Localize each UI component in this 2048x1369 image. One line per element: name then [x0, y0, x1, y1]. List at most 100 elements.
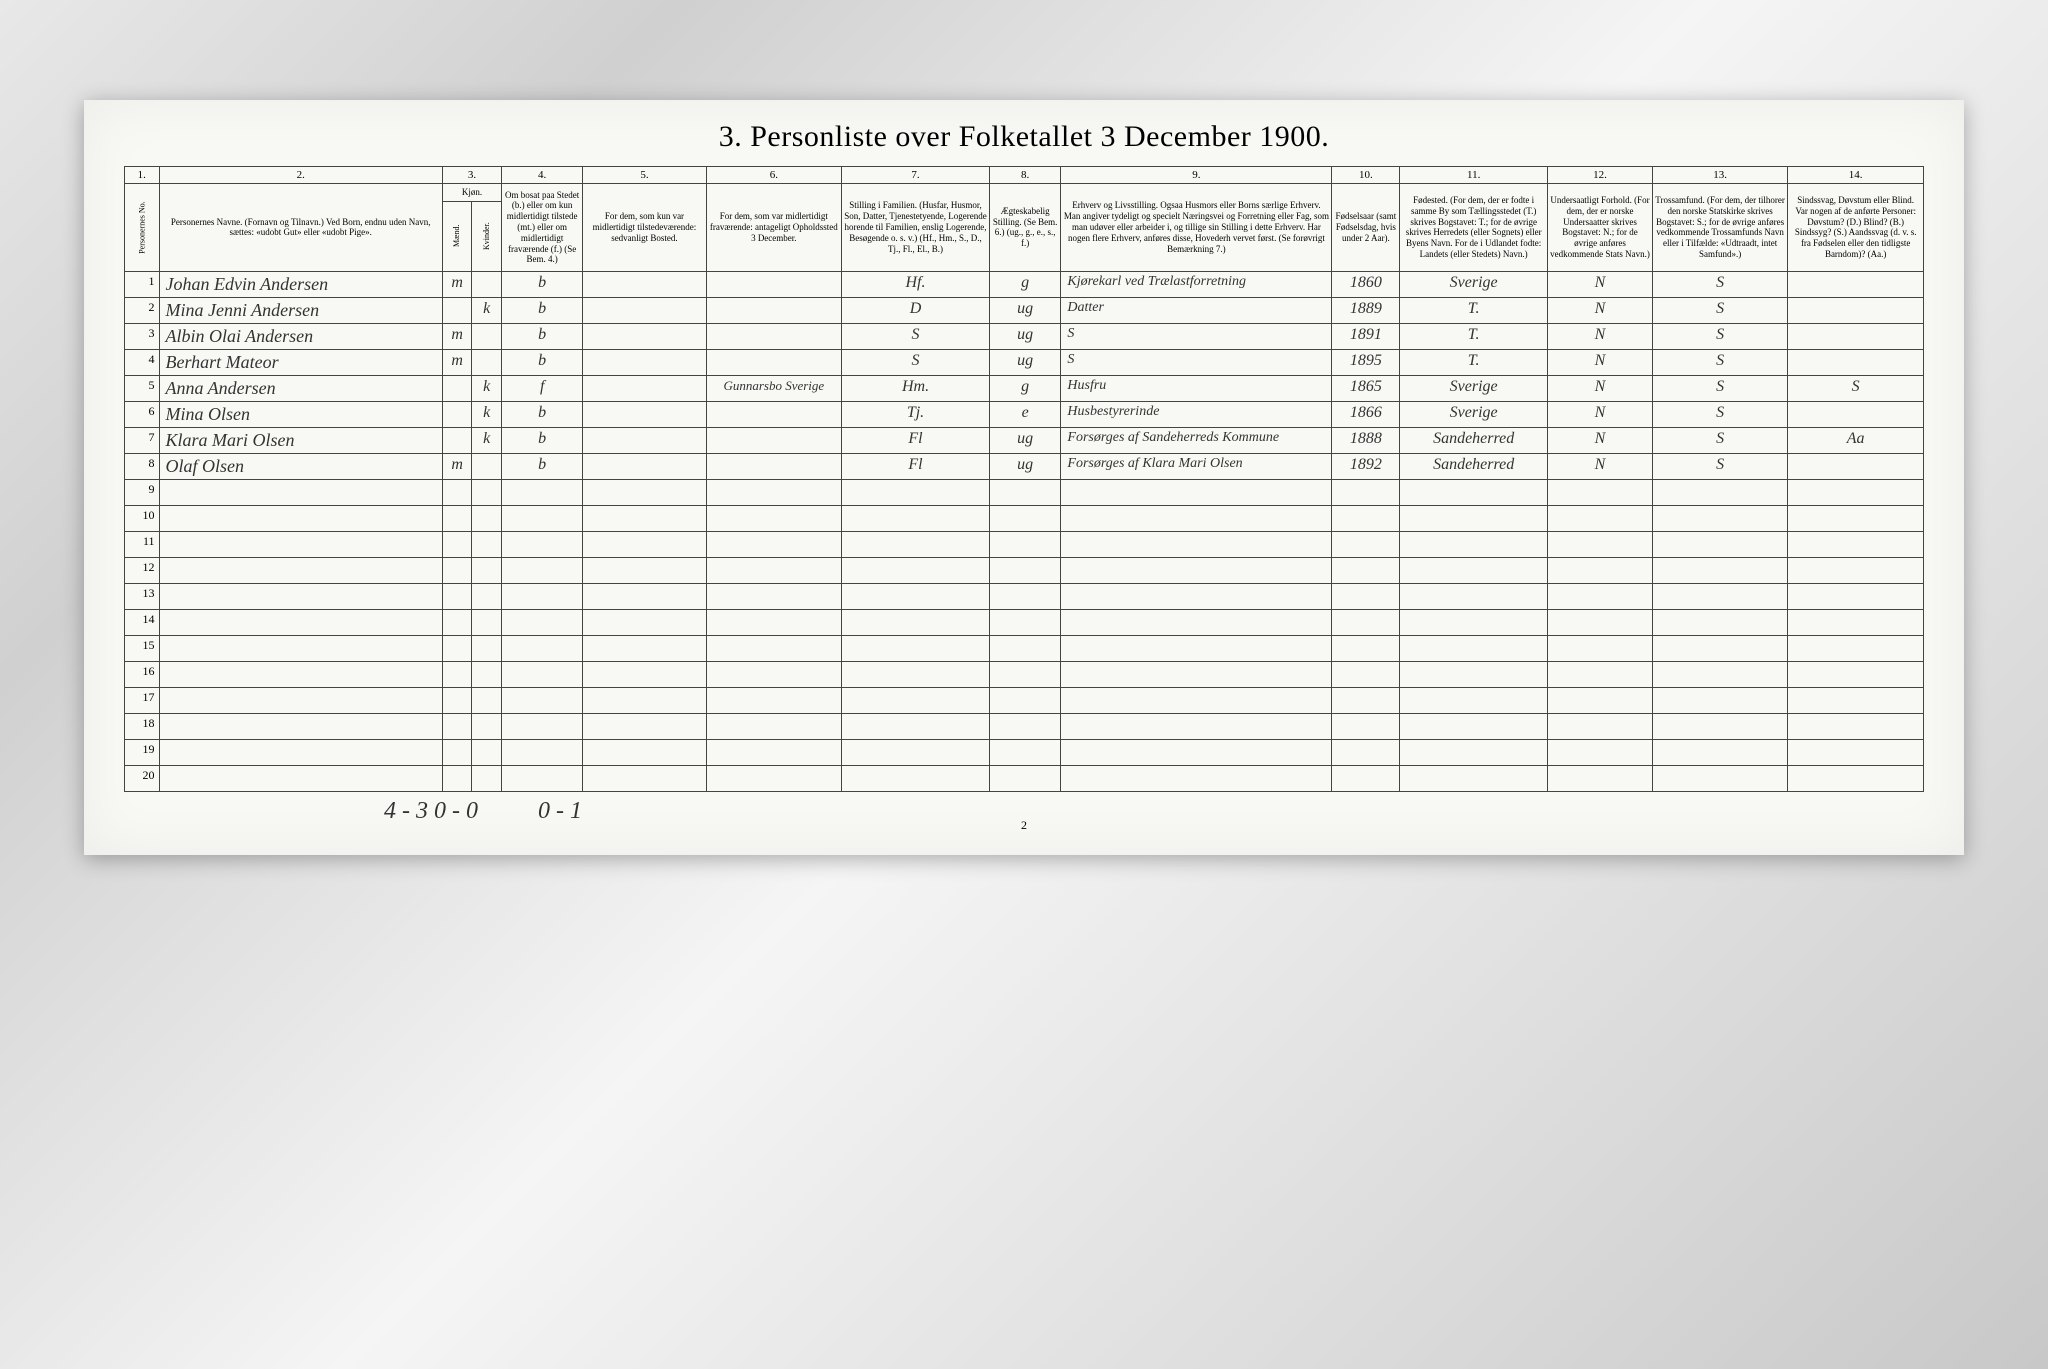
cell-empty — [842, 505, 990, 531]
cell-empty — [442, 687, 472, 713]
table-row: 8Olaf OlsenmbFlugForsørges af Klara Mari… — [125, 453, 1924, 479]
cell-empty — [1652, 635, 1788, 661]
row-number: 17 — [125, 687, 160, 713]
row-number: 13 — [125, 583, 160, 609]
cell-temp-absent: Gunnarsbo Sverige — [706, 375, 842, 401]
cell-temp-present — [583, 297, 706, 323]
cell-sex-k — [472, 271, 502, 297]
cell-empty — [1652, 739, 1788, 765]
cell-empty — [1788, 531, 1924, 557]
cell-name: Berhart Mateor — [159, 349, 442, 375]
hdr-sex: Kjøn. — [442, 184, 501, 202]
cell-birthyear: 1895 — [1332, 349, 1400, 375]
cell-empty — [1332, 479, 1400, 505]
cell-empty — [1061, 609, 1332, 635]
cell-temp-present — [583, 323, 706, 349]
cell-temp-present — [583, 427, 706, 453]
cell-empty — [442, 713, 472, 739]
cell-empty — [1652, 583, 1788, 609]
cell-empty — [1548, 635, 1653, 661]
cell-nationality: N — [1548, 323, 1653, 349]
cell-empty — [583, 713, 706, 739]
cell-occupation: Datter — [1061, 297, 1332, 323]
cell-empty — [472, 765, 502, 791]
cell-empty — [1061, 635, 1332, 661]
cell-family-pos: Fl — [842, 427, 990, 453]
cell-empty — [706, 609, 842, 635]
hdr-occupation: Erhverv og Livsstilling. Ogsaa Husmors e… — [1061, 184, 1332, 272]
cell-temp-absent — [706, 401, 842, 427]
table-row-empty: 17 — [125, 687, 1924, 713]
colnum-2: 2. — [159, 167, 442, 184]
cell-empty — [502, 583, 583, 609]
cell-empty — [583, 531, 706, 557]
cell-sex-m — [442, 427, 472, 453]
cell-empty — [1788, 739, 1924, 765]
footer-tally-1: 4 - 3 0 - 0 — [384, 798, 478, 825]
cell-religion: S — [1652, 401, 1788, 427]
table-row-empty: 20 — [125, 765, 1924, 791]
table-header: 1. 2. 3. 4. 5. 6. 7. 8. 9. 10. 11. 12. 1… — [125, 167, 1924, 272]
cell-birthyear: 1888 — [1332, 427, 1400, 453]
cell-empty — [583, 661, 706, 687]
cell-empty — [1400, 479, 1548, 505]
cell-empty — [1548, 557, 1653, 583]
cell-empty — [1061, 713, 1332, 739]
cell-family-pos: D — [842, 297, 990, 323]
hdr-religion: Trossamfund. (For dem, der tilhorer den … — [1652, 184, 1788, 272]
cell-empty — [472, 661, 502, 687]
table-row-empty: 12 — [125, 557, 1924, 583]
hdr-sex-k: Kvinder. — [472, 201, 502, 271]
table-row-empty: 19 — [125, 739, 1924, 765]
cell-empty — [1332, 583, 1400, 609]
table-row: 5Anna AndersenkfGunnarsbo SverigeHm.gHus… — [125, 375, 1924, 401]
cell-empty — [1061, 583, 1332, 609]
table-row: 1Johan Edvin AndersenmbHf.gKjørekarl ved… — [125, 271, 1924, 297]
cell-occupation: Husbestyrerinde — [1061, 401, 1332, 427]
cell-sex-m — [442, 297, 472, 323]
cell-empty — [583, 635, 706, 661]
hdr-name: Personernes Navne. (Fornavn og Tilnavn.)… — [159, 184, 442, 272]
cell-empty — [502, 531, 583, 557]
colnum-4: 4. — [502, 167, 583, 184]
cell-empty — [989, 609, 1060, 635]
census-table: 1. 2. 3. 4. 5. 6. 7. 8. 9. 10. 11. 12. 1… — [124, 166, 1924, 792]
cell-nationality: N — [1548, 427, 1653, 453]
cell-empty — [1400, 687, 1548, 713]
cell-empty — [842, 583, 990, 609]
cell-sex-k: k — [472, 297, 502, 323]
cell-empty — [502, 609, 583, 635]
cell-sex-m: m — [442, 349, 472, 375]
cell-family-pos: Fl — [842, 453, 990, 479]
cell-empty — [472, 583, 502, 609]
census-page: 3. Personliste over Folketallet 3 Decemb… — [84, 100, 1964, 855]
cell-empty — [159, 739, 442, 765]
row-number: 19 — [125, 739, 160, 765]
cell-empty — [442, 479, 472, 505]
cell-disability: Aa — [1788, 427, 1924, 453]
cell-empty — [472, 687, 502, 713]
cell-empty — [159, 765, 442, 791]
cell-empty — [1548, 739, 1653, 765]
colnum-8: 8. — [989, 167, 1060, 184]
cell-empty — [159, 479, 442, 505]
cell-residence: b — [502, 349, 583, 375]
cell-residence: b — [502, 323, 583, 349]
cell-empty — [1652, 557, 1788, 583]
cell-name: Mina Jenni Andersen — [159, 297, 442, 323]
table-row-empty: 14 — [125, 609, 1924, 635]
hdr-person-no: Personernes No. — [125, 184, 160, 272]
cell-empty — [502, 505, 583, 531]
cell-empty — [1548, 609, 1653, 635]
cell-empty — [502, 713, 583, 739]
table-row: 3Albin Olai AndersenmbSugS1891T.NS — [125, 323, 1924, 349]
colnum-9: 9. — [1061, 167, 1332, 184]
cell-empty — [1332, 609, 1400, 635]
cell-sex-k — [472, 349, 502, 375]
hdr-birthplace: Fødested. (For dem, der er fodte i samme… — [1400, 184, 1548, 272]
cell-sex-m — [442, 375, 472, 401]
cell-empty — [159, 635, 442, 661]
cell-empty — [1061, 531, 1332, 557]
cell-empty — [1332, 531, 1400, 557]
cell-empty — [159, 661, 442, 687]
